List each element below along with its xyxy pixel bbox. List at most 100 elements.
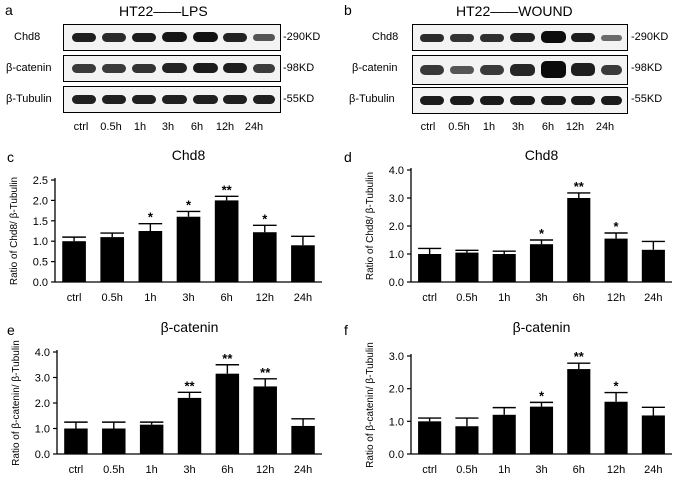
blot-b-catenin-strip (412, 55, 628, 85)
band (420, 34, 444, 42)
bar (641, 415, 665, 454)
bar (291, 425, 315, 454)
significance-marker: ** (222, 182, 233, 197)
band (571, 96, 595, 105)
bar (455, 426, 479, 454)
blot-title-a: HT22——LPS (119, 3, 208, 19)
band (193, 63, 218, 73)
bar (529, 406, 554, 454)
x-tick-label: 6h (573, 464, 585, 476)
blot-a-lane-label: 24h (244, 121, 264, 133)
y-axis-label: Ratio of β-catenin/ β-Tubulin (11, 340, 22, 466)
x-tick-label: ctrl (422, 292, 437, 304)
blot-a-chd8-strip (63, 24, 281, 51)
blot-a-size-290: -290KD (283, 31, 321, 43)
band (72, 64, 96, 73)
significance-marker: * (148, 210, 154, 225)
x-tick-label: ctrl (67, 292, 82, 304)
band (193, 95, 218, 104)
band (102, 33, 126, 42)
x-tick-label: 24h (644, 464, 662, 476)
bar (641, 249, 665, 282)
blot-b-lane-label: 0.5h (448, 121, 470, 133)
x-tick-label: 0.5h (102, 292, 123, 304)
y-tick-label: 3.0 (35, 373, 50, 385)
y-tick-label: 2.0 (33, 195, 48, 207)
x-tick-label: 3h (535, 292, 547, 304)
blot-b-chd8-strip (412, 24, 628, 51)
band (480, 96, 504, 105)
bar (291, 245, 315, 282)
blot-b-lane-label: 3h (511, 121, 525, 133)
x-tick-label: 12h (607, 464, 625, 476)
significance-marker: * (539, 226, 545, 241)
bar (455, 252, 479, 282)
blot-a-row-label-tubulin: β-Tubulin (6, 93, 52, 105)
band (510, 96, 535, 105)
band (72, 95, 96, 104)
band (193, 32, 218, 42)
chart-title: β-catenin (513, 319, 571, 335)
band (162, 63, 187, 73)
blot-b-size-290: -290KD (631, 31, 669, 43)
panel-letter-a: a (5, 2, 13, 18)
band (132, 95, 156, 104)
significance-marker: * (262, 211, 268, 226)
bar (604, 238, 628, 282)
blot-b-lane-label: ctrl (420, 121, 436, 133)
y-axis-label: Ratio of Chd8/ β-Tubulin (9, 177, 20, 285)
blot-a-catenin-strip (63, 55, 281, 82)
band (253, 64, 275, 73)
panel-letter-e: e (7, 322, 15, 338)
x-tick-label: 6h (221, 292, 233, 304)
x-tick-label: 1h (144, 292, 156, 304)
chart-title: Chd8 (172, 147, 206, 163)
x-tick-label: 12h (256, 464, 274, 476)
y-tick-label: 1.0 (35, 424, 50, 436)
bar (418, 421, 442, 454)
band (420, 96, 444, 105)
x-tick-label: 24h (294, 464, 312, 476)
blot-a-lane-label: 6h (190, 121, 204, 133)
blot-b-tubulin-strip (412, 87, 628, 114)
x-tick-label: 1h (498, 464, 510, 476)
band (571, 33, 595, 42)
y-tick-label: 1.0 (33, 236, 48, 248)
x-tick-label: 1h (498, 292, 510, 304)
band (571, 63, 595, 76)
bar (62, 241, 86, 282)
significance-marker: ** (222, 351, 233, 366)
y-tick-label: 0.0 (33, 277, 48, 289)
significance-marker: * (614, 219, 620, 234)
panel-letter-d: d (344, 149, 352, 165)
bar (177, 397, 202, 454)
band (72, 33, 96, 42)
blot-a-lane-label: 0.5h (100, 121, 122, 133)
band (450, 34, 474, 42)
x-tick-label: ctrl (422, 464, 437, 476)
y-axis-label: Ratio of β-catenin/ β-Tubulin (365, 342, 376, 468)
bar (252, 232, 277, 282)
blot-a-lane-label: 12h (215, 121, 235, 133)
band (132, 33, 156, 42)
x-tick-label: 1h (146, 464, 158, 476)
blot-b-size-55: -55KD (631, 93, 663, 105)
y-tick-label: 1.0 (389, 249, 404, 261)
bar (567, 369, 591, 454)
y-tick-label: 3.0 (389, 193, 404, 205)
bar (253, 386, 277, 454)
panel-letter-c: c (7, 149, 14, 165)
blot-b-row-label-tubulin: β-Tubulin (349, 93, 395, 105)
band (601, 96, 622, 105)
bar (215, 373, 240, 454)
band (132, 64, 156, 73)
y-tick-label: 2.5 (33, 175, 48, 187)
band (510, 33, 535, 42)
band (601, 65, 622, 75)
blot-title-b: HT22——WOUND (456, 3, 573, 19)
y-tick-label: 1.0 (389, 416, 404, 428)
y-tick-label: 2.0 (389, 221, 404, 233)
chart-f: β-catenin Ratio of β-catenin/ β-Tubulin 0.… (365, 319, 672, 476)
bar (492, 414, 516, 454)
x-tick-label: ctrl (69, 464, 84, 476)
